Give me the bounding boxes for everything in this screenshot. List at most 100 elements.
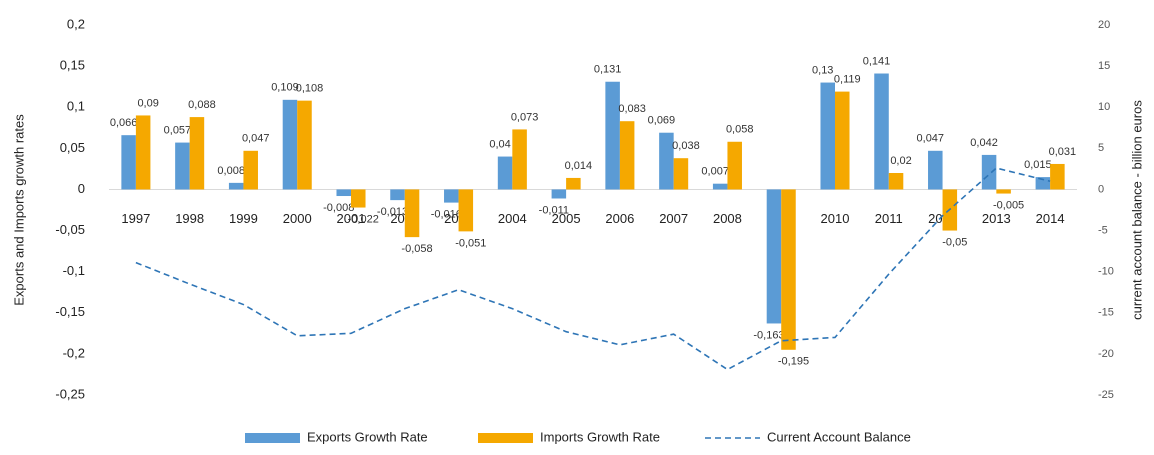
data-label: 0,13 bbox=[812, 64, 833, 76]
y-tick-label: 0,1 bbox=[67, 99, 85, 114]
x-tick-label: 2013 bbox=[982, 211, 1011, 226]
y2-tick-label: -25 bbox=[1098, 389, 1114, 401]
data-label: 0,031 bbox=[1049, 146, 1077, 158]
y2-axis-title: current account balance - billion euros bbox=[1129, 100, 1144, 320]
data-label: -0,005 bbox=[993, 199, 1024, 211]
y2-tick-label: 15 bbox=[1098, 60, 1110, 72]
bar bbox=[659, 132, 674, 190]
bar bbox=[835, 91, 850, 190]
legend-swatch bbox=[245, 433, 300, 443]
data-label: 0,131 bbox=[594, 64, 622, 76]
data-label: -0,011 bbox=[539, 204, 569, 216]
x-tick-label: 1998 bbox=[175, 211, 204, 226]
bar bbox=[175, 142, 190, 190]
x-tick-label: 2001 bbox=[337, 211, 366, 226]
bar bbox=[135, 115, 151, 190]
bar bbox=[1035, 177, 1051, 190]
bar bbox=[336, 189, 351, 197]
line-series bbox=[135, 167, 1051, 371]
bar bbox=[390, 189, 405, 201]
data-label: -0,008 bbox=[323, 202, 354, 214]
bar bbox=[928, 150, 943, 190]
bar bbox=[619, 121, 635, 190]
data-label: 0,04 bbox=[489, 138, 510, 150]
bar bbox=[874, 73, 889, 190]
x-tick-label: 1999 bbox=[229, 211, 258, 226]
data-label: 0,014 bbox=[565, 160, 593, 172]
data-label: 0,058 bbox=[726, 124, 754, 136]
bar bbox=[566, 177, 581, 190]
data-label: 0,042 bbox=[970, 137, 998, 149]
bar bbox=[673, 158, 689, 190]
bar bbox=[551, 189, 567, 199]
y2-tick-label: 5 bbox=[1098, 142, 1104, 154]
x-tick-label: 2008 bbox=[713, 211, 742, 226]
y-axis-title: Exports and Imports growth rates bbox=[11, 114, 26, 306]
data-label: -0,058 bbox=[401, 243, 432, 255]
y-tick-label: -0,1 bbox=[63, 263, 85, 278]
bar bbox=[712, 183, 728, 190]
bar bbox=[981, 154, 997, 190]
bar bbox=[228, 182, 244, 190]
data-label: 0,008 bbox=[217, 165, 245, 177]
data-label: -0,195 bbox=[778, 356, 809, 368]
y2-tick-label: 10 bbox=[1098, 101, 1110, 113]
x-tick-label: 2011 bbox=[875, 211, 903, 226]
data-label: 0,015 bbox=[1024, 159, 1052, 171]
x-tick-label: 2005 bbox=[552, 211, 581, 226]
data-label: 0,007 bbox=[701, 166, 729, 178]
y2-tick-label: -20 bbox=[1098, 348, 1114, 360]
data-label: -0,016 bbox=[431, 209, 462, 221]
y2-tick-label: 0 bbox=[1098, 183, 1104, 195]
y-tick-label: 0,05 bbox=[60, 140, 85, 155]
x-tick-label: 2004 bbox=[498, 211, 527, 226]
y2-tick-label: 20 bbox=[1098, 19, 1110, 31]
legend-label: Exports Growth Rate bbox=[307, 429, 428, 444]
data-label: 0,083 bbox=[618, 103, 646, 115]
bar bbox=[404, 189, 420, 238]
bar bbox=[121, 135, 136, 190]
data-label: 0,047 bbox=[917, 133, 945, 145]
y2-tick-label: -15 bbox=[1098, 307, 1114, 319]
bar bbox=[297, 100, 312, 190]
data-label: 0,038 bbox=[672, 140, 700, 152]
y2-tick-label: -10 bbox=[1098, 266, 1114, 278]
x-tick-label: 1997 bbox=[121, 211, 150, 226]
bar bbox=[497, 156, 513, 190]
bar bbox=[605, 81, 620, 190]
legend-swatch bbox=[478, 433, 533, 443]
bar bbox=[243, 150, 258, 190]
x-tick-label: 2006 bbox=[605, 211, 634, 226]
data-label: 0,069 bbox=[648, 115, 676, 127]
y-tick-label: 0,15 bbox=[60, 58, 85, 73]
x-tick-label: 2010 bbox=[821, 211, 850, 226]
data-label: -0,013 bbox=[377, 206, 408, 218]
data-label: 0,088 bbox=[188, 99, 216, 111]
data-label: 0,02 bbox=[890, 155, 911, 167]
y-tick-label: -0,05 bbox=[55, 222, 85, 237]
data-label: -0,163 bbox=[753, 329, 784, 341]
bar bbox=[996, 189, 1011, 194]
y2-tick-label: -5 bbox=[1098, 224, 1108, 236]
y-tick-label: -0,2 bbox=[63, 345, 85, 360]
bar bbox=[888, 173, 904, 190]
bar bbox=[820, 82, 835, 190]
legend-label: Current Account Balance bbox=[767, 429, 911, 444]
legend-label: Imports Growth Rate bbox=[540, 429, 660, 444]
y-tick-label: -0,25 bbox=[55, 386, 85, 401]
bar bbox=[444, 189, 459, 203]
bar bbox=[766, 189, 782, 324]
data-label: -0,022 bbox=[348, 213, 379, 225]
data-label: 0,119 bbox=[834, 74, 861, 86]
bar bbox=[781, 189, 796, 350]
data-label: 0,141 bbox=[863, 55, 891, 67]
bar bbox=[512, 129, 527, 190]
data-label: 0,108 bbox=[296, 83, 324, 95]
x-tick-label: 2014 bbox=[1036, 211, 1065, 226]
y-tick-label: 0 bbox=[78, 181, 85, 196]
data-label: 0,047 bbox=[242, 133, 270, 145]
data-label: -0,051 bbox=[455, 237, 486, 249]
data-label: 0,09 bbox=[137, 97, 158, 109]
bar bbox=[1050, 163, 1065, 190]
